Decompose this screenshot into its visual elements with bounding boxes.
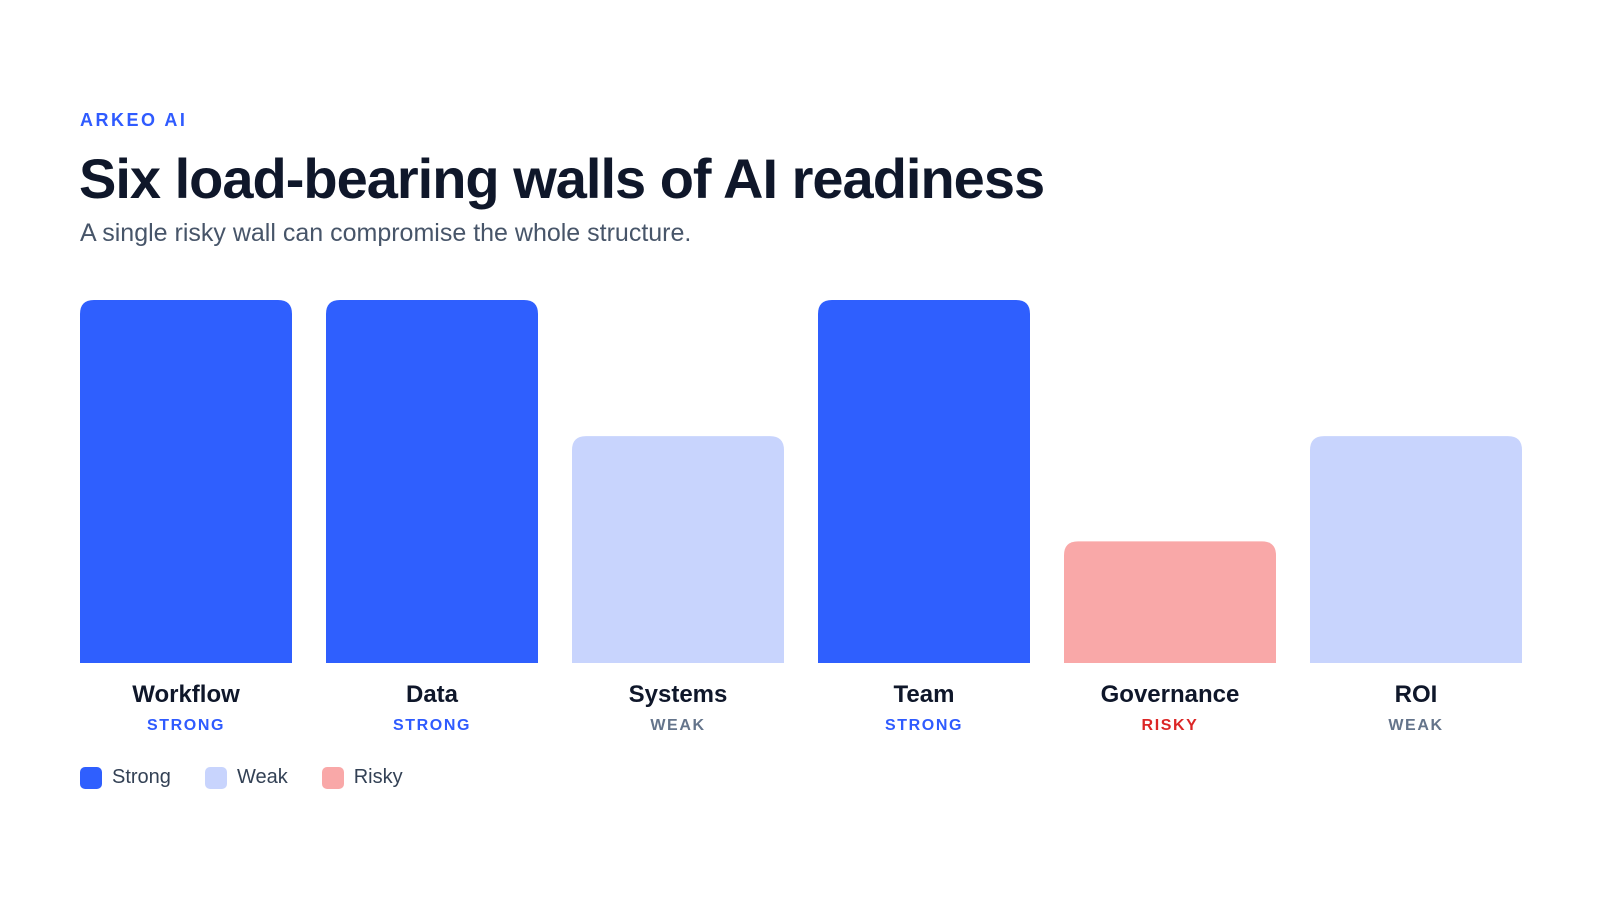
bar-label-roi: ROI: [1395, 681, 1438, 708]
chart-title: Six load-bearing walls of AI readiness: [79, 147, 1045, 210]
legend-label-weak: Weak: [236, 766, 288, 788]
bar-label-systems: Systems: [629, 681, 728, 708]
brand-label: ARKEO AI: [80, 110, 188, 130]
bar-status-data: STRONG: [393, 717, 471, 734]
bar-governance: [1064, 541, 1276, 663]
bar-label-governance: Governance: [1101, 681, 1240, 708]
bar-status-team: STRONG: [885, 717, 963, 734]
legend-item-weak: Weak: [204, 766, 288, 789]
bar-status-systems: WEAK: [650, 717, 705, 734]
legend-label-risky: Risky: [353, 766, 403, 788]
bar-roi: [1310, 436, 1522, 663]
legend-label-strong: Strong: [112, 766, 171, 788]
chart-legend: Strong Weak Risky: [80, 766, 437, 789]
legend-item-strong: Strong: [80, 766, 171, 789]
bar-label-data: Data: [406, 681, 459, 708]
bar-data: [326, 300, 538, 663]
bar-systems: [572, 436, 784, 663]
bar-label-workflow: Workflow: [132, 681, 240, 708]
bar-team: [818, 300, 1030, 663]
bar-label-team: Team: [894, 681, 955, 708]
bar-status-governance: RISKY: [1142, 717, 1199, 734]
bar-status-workflow: STRONG: [147, 717, 225, 734]
legend-item-risky: Risky: [321, 766, 403, 789]
legend-swatch-strong: [80, 766, 102, 789]
legend-swatch-risky: [321, 766, 344, 789]
legend-swatch-weak: [204, 766, 227, 789]
bar-workflow: [80, 300, 292, 663]
bar-status-roi: WEAK: [1388, 717, 1443, 734]
chart-subtitle: A single risky wall can compromise the w…: [80, 219, 692, 247]
